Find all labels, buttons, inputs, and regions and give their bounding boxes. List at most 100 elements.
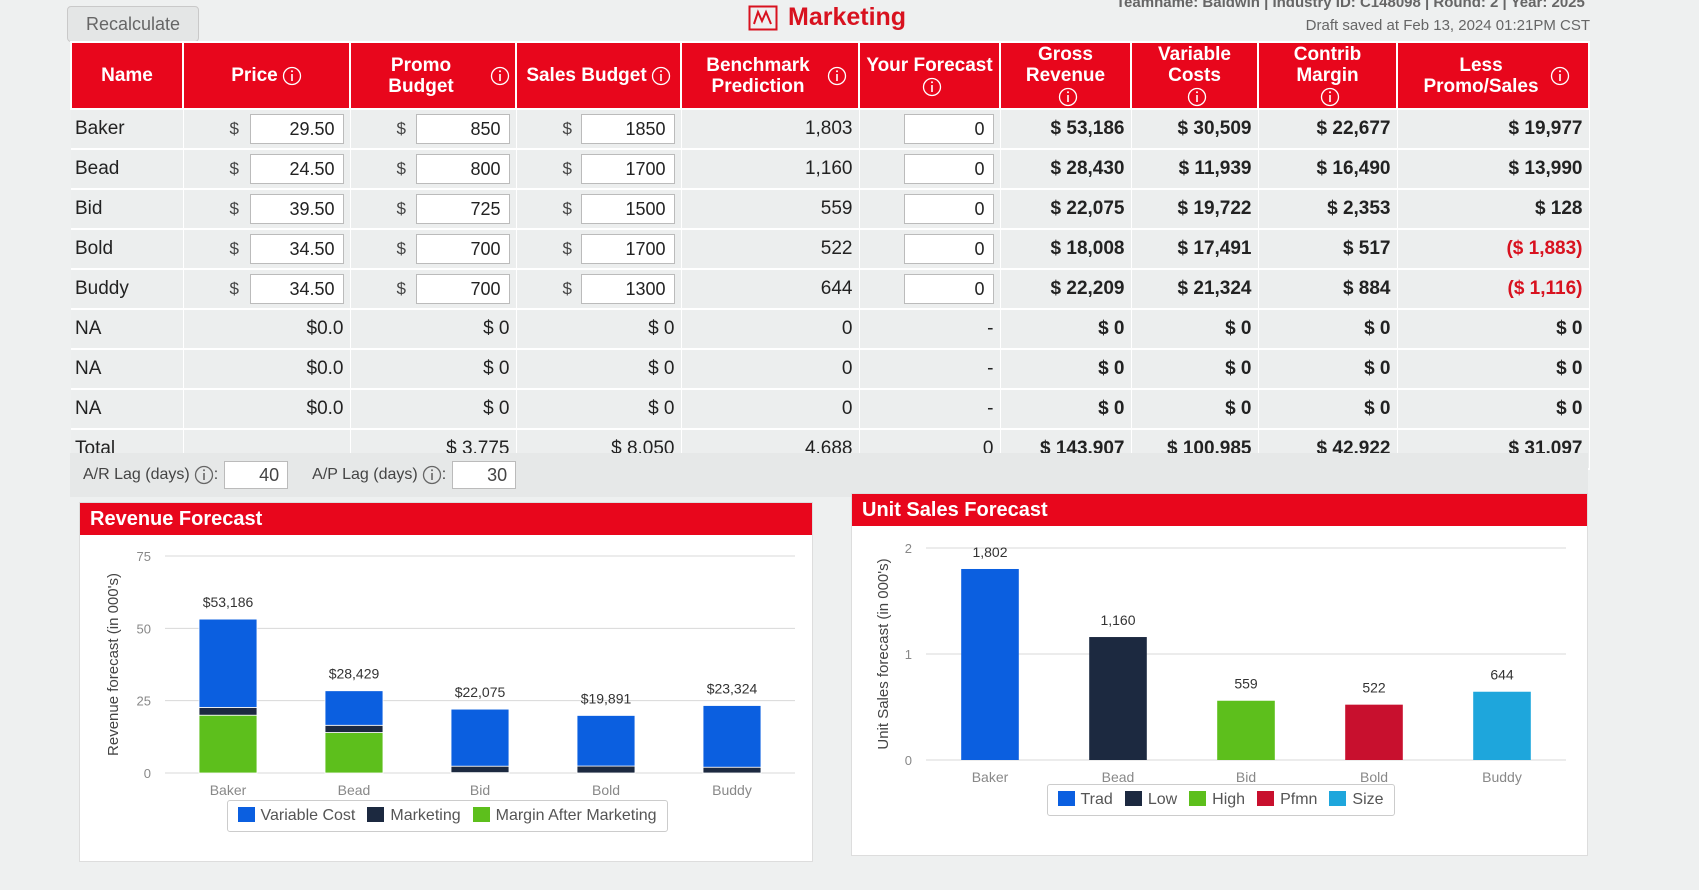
input-box[interactable]: 700 <box>415 274 510 304</box>
input-box[interactable]: 800 <box>415 154 510 184</box>
currency-symbol: $ <box>562 279 572 298</box>
cell-text: $ 0 <box>483 398 510 419</box>
team-info: Teamname: Baldwin | Industry ID: C148098… <box>1116 0 1585 11</box>
table-cell: $ 0 <box>1131 389 1259 430</box>
y-tick-label: 25 <box>137 694 151 709</box>
bar <box>961 568 1019 760</box>
input-box[interactable]: 1850 <box>580 114 675 144</box>
cell-text: $ 2,353 <box>1327 198 1391 219</box>
info-icon[interactable] <box>194 465 214 485</box>
bar-segment <box>576 765 636 774</box>
table-cell: $34.50 <box>183 229 351 270</box>
input-group: $39.50 <box>190 194 344 224</box>
bar-segment <box>198 618 258 708</box>
table-cell: $ 0 <box>350 389 517 430</box>
input-box[interactable]: 1700 <box>580 234 675 264</box>
table-cell: $800 <box>350 149 517 190</box>
table-cell: $ 0 <box>1258 309 1398 350</box>
table-cell: 522 <box>681 229 860 270</box>
legend-label: Low <box>1147 791 1178 808</box>
table-row: NA $0.0 $ 0 $ 0 0 - $ 0 $ 0 $ 0 $ 0 <box>71 309 1590 350</box>
info-icon[interactable] <box>1187 87 1207 107</box>
table-cell: $700 <box>350 229 517 270</box>
draft-saved: Draft saved at Feb 13, 2024 01:21PM CST <box>1305 17 1590 34</box>
input-box[interactable]: 24.50 <box>249 154 344 184</box>
info-dot <box>1559 69 1561 72</box>
input-box[interactable]: 1500 <box>580 194 675 224</box>
legend-item: Low <box>1124 791 1178 809</box>
table-cell: $ 30,509 <box>1131 109 1259 150</box>
ap-input[interactable]: 30 <box>452 461 517 489</box>
cell-text: $ 0 <box>1098 318 1125 339</box>
info-icon[interactable] <box>1058 87 1078 107</box>
info-icon[interactable] <box>1320 87 1340 107</box>
currency-symbol: $ <box>396 239 406 258</box>
legend-item: Marketing <box>367 807 461 825</box>
input-box[interactable]: 0 <box>903 154 994 184</box>
cell-text: $ 0 <box>1225 398 1252 419</box>
x-tick-label: Bid <box>470 782 490 798</box>
revenue-panel: 0 25 50 75 Revenue forecast (in 000's) Baker $… <box>79 502 813 862</box>
cell-text: $ 517 <box>1342 238 1391 259</box>
input-box[interactable]: 0 <box>903 274 994 304</box>
value-label: 522 <box>1362 680 1386 696</box>
column-header: Price <box>182 41 351 110</box>
input-box[interactable]: 850 <box>415 114 510 144</box>
header-label: Your Forecast <box>866 54 993 76</box>
currency-symbol: $ <box>229 119 239 138</box>
table-cell: $ 11,939 <box>1131 149 1259 190</box>
input-box[interactable]: 0 <box>903 114 994 144</box>
table-cell: Bold <box>71 229 184 270</box>
cell-text: Bold <box>75 238 114 259</box>
header-label: Less Promo/Sales <box>1423 54 1539 97</box>
table-row: Baker $29.50 $850 $1850 1,803 0 $ 53,186 $ 30,5… <box>71 109 1590 150</box>
input-box[interactable]: 39.50 <box>249 194 344 224</box>
input-box[interactable]: 1300 <box>580 274 675 304</box>
x-tick-label: Bead <box>338 782 371 798</box>
total-label: $53,186 <box>203 594 254 610</box>
info-dot <box>836 69 838 72</box>
input-box[interactable]: 0 <box>903 234 994 264</box>
input-group: $700 <box>357 234 510 264</box>
recalculate-button[interactable]: Recalculate <box>67 6 199 42</box>
currency-symbol: $ <box>229 199 239 218</box>
input-group: $24.50 <box>190 154 344 184</box>
info-icon[interactable] <box>422 465 442 485</box>
cell-text: $ 0 <box>1556 398 1583 419</box>
info-icon[interactable] <box>1550 66 1570 86</box>
info-icon[interactable] <box>922 77 942 97</box>
table-cell: 0 <box>859 149 1001 190</box>
legend-swatch <box>1189 791 1207 806</box>
input-box[interactable]: 34.50 <box>249 274 344 304</box>
info-icon[interactable] <box>282 66 302 86</box>
cell-text: $ 0 <box>648 318 675 339</box>
x-tick-label: Bold <box>592 782 620 798</box>
ar-input[interactable]: 40 <box>224 461 289 489</box>
cell-text: $0.0 <box>306 358 344 379</box>
table-cell: - <box>859 389 1001 430</box>
input-box[interactable]: 29.50 <box>249 114 344 144</box>
header-label: Promo Budget <box>388 54 454 97</box>
table-cell: 644 <box>681 269 860 310</box>
column-header: Promo Budget <box>349 41 517 110</box>
header-label: Benchmark Prediction <box>706 54 810 97</box>
header-row: Name Price Promo Budget Sales Budget Benchma… <box>70 41 1590 110</box>
info-icon[interactable] <box>827 66 847 86</box>
input-box[interactable]: 0 <box>903 194 994 224</box>
chart: 0 1 2 Unit Sales forecast (in 000's) Baker 1,… <box>875 541 1566 785</box>
cell-text: $ 0 <box>1364 358 1391 379</box>
input-group: 0 <box>866 114 994 144</box>
table-cell: $1300 <box>516 269 682 310</box>
column-header: Your Forecast <box>858 41 1001 110</box>
info-icon[interactable] <box>651 66 671 86</box>
input-box[interactable]: 1700 <box>580 154 675 184</box>
cell-text: Bead <box>75 158 120 179</box>
legend-swatch <box>1124 791 1142 806</box>
info-icon[interactable] <box>490 66 510 86</box>
table-cell: $0.0 <box>183 349 351 390</box>
input-box[interactable]: 34.50 <box>249 234 344 264</box>
input-box[interactable]: 700 <box>415 234 510 264</box>
table-row: Total $ 3,775 $ 8,050 4,688 0 $ 143,907 $ 100,… <box>71 429 1590 470</box>
input-box[interactable]: 725 <box>415 194 510 224</box>
